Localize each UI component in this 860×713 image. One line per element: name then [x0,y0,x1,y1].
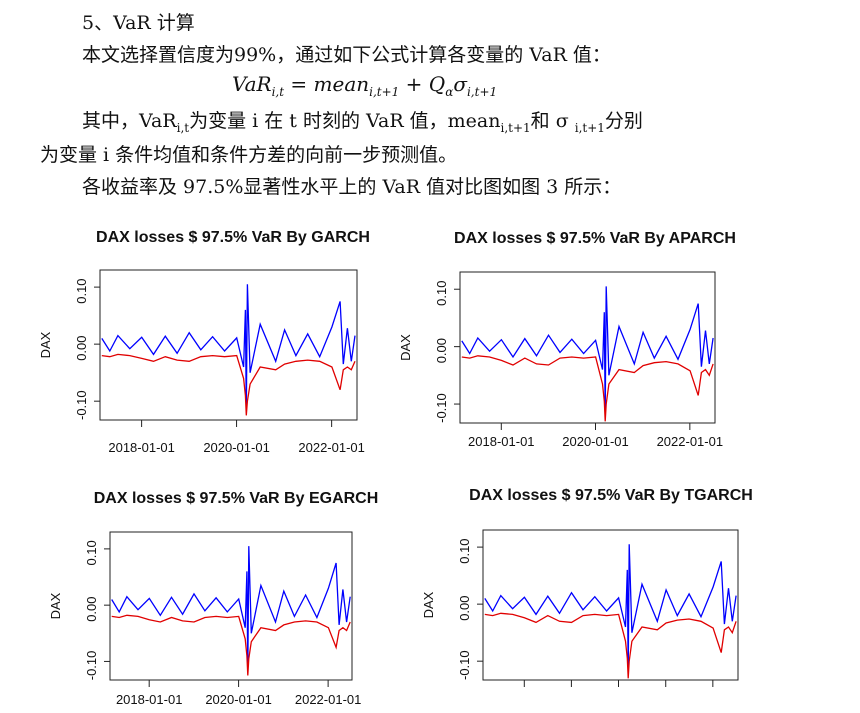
y-axis-label: DAX [421,591,436,618]
x-tick-label: 2018-01-01 [116,692,183,707]
sub: i,t+1 [574,120,605,135]
sub: i,t+1 [500,120,531,135]
text: 分别 [604,110,643,132]
formula-sub: α [445,85,454,99]
chart-title: DAX losses $ 97.5% VaR By GARCH [96,229,370,246]
chart-title: DAX losses $ 97.5% VaR By EGARCH [94,490,379,507]
formula-part: σ [453,72,467,96]
y-tick-label: -0.10 [84,651,99,681]
formula-sub: i,t [271,85,285,99]
sub: i,t [176,120,190,135]
series-line [101,353,356,416]
y-tick-label: 0.00 [84,596,99,621]
y-tick-label: 0.10 [84,540,99,565]
y-tick-label: 0.00 [74,335,89,360]
x-tick-label: 2022-01-01 [657,434,724,449]
text: 其中，VaR [82,110,177,132]
x-tick-label: 2018-01-01 [108,440,175,455]
y-tick-label: 0.10 [434,281,449,306]
y-axis-label: DAX [38,331,53,358]
section-title: VaR 计算 [113,12,195,34]
chart-title: DAX losses $ 97.5% VaR By APARCH [454,230,736,247]
section-number: 5、 [82,12,114,34]
formula-sub: i,t+1 [369,85,400,99]
chart-title: DAX losses $ 97.5% VaR By TGARCH [469,487,753,504]
formula-part: + Q [399,72,446,96]
text: 为变量 i 在 t 时刻的 VaR 值，mean [189,110,501,132]
y-tick-label: -0.10 [434,393,449,423]
section-heading: 5、VaR 计算 [82,8,195,35]
plot-frame [482,529,739,681]
x-tick-label: 2018-01-01 [468,434,535,449]
plot-frame [459,271,716,424]
series-line [461,355,714,422]
formula-part: = mean [284,72,370,96]
y-tick-label: 0.10 [457,538,472,563]
plot-frame [109,531,353,681]
series-line [111,614,351,676]
y-tick-label: -0.10 [74,390,89,420]
formula: VaRi,t = meani,t+1 + Qασi,t+1 [232,72,497,99]
series-line [461,286,714,416]
x-tick-label: 2020-01-01 [205,692,272,707]
y-tick-label: 0.00 [434,338,449,363]
paragraph: 各收益率及 97.5%显著性水平上的 VaR 值对比图如图 3 所示： [82,176,622,198]
y-axis-label: DAX [48,592,63,619]
series-line [484,544,737,673]
text: 和 σ [530,110,575,132]
y-tick-label: -0.10 [457,650,472,680]
paragraph: 为变量 i 条件均值和条件方差的向前一步预测值。 [40,144,458,166]
formula-sub: i,t+1 [466,85,498,99]
x-tick-label: 2020-01-01 [562,434,629,449]
y-tick-label: 0.00 [457,595,472,620]
series-line [101,284,356,413]
series-line [111,546,351,673]
x-tick-label: 2022-01-01 [298,440,365,455]
series-line [484,612,737,679]
paragraph: 其中，VaRi,t为变量 i 在 t 时刻的 VaR 值，meani,t+1和 … [82,106,643,135]
x-tick-label: 2022-01-01 [295,692,362,707]
paragraph: 本文选择置信度为99%，通过如下公式计算各变量的 VaR 值： [82,44,611,66]
formula-part: VaR [232,72,272,96]
y-tick-label: 0.10 [74,278,89,303]
plot-frame [99,269,358,421]
y-axis-label: DAX [398,334,413,361]
x-tick-label: 2020-01-01 [203,440,270,455]
